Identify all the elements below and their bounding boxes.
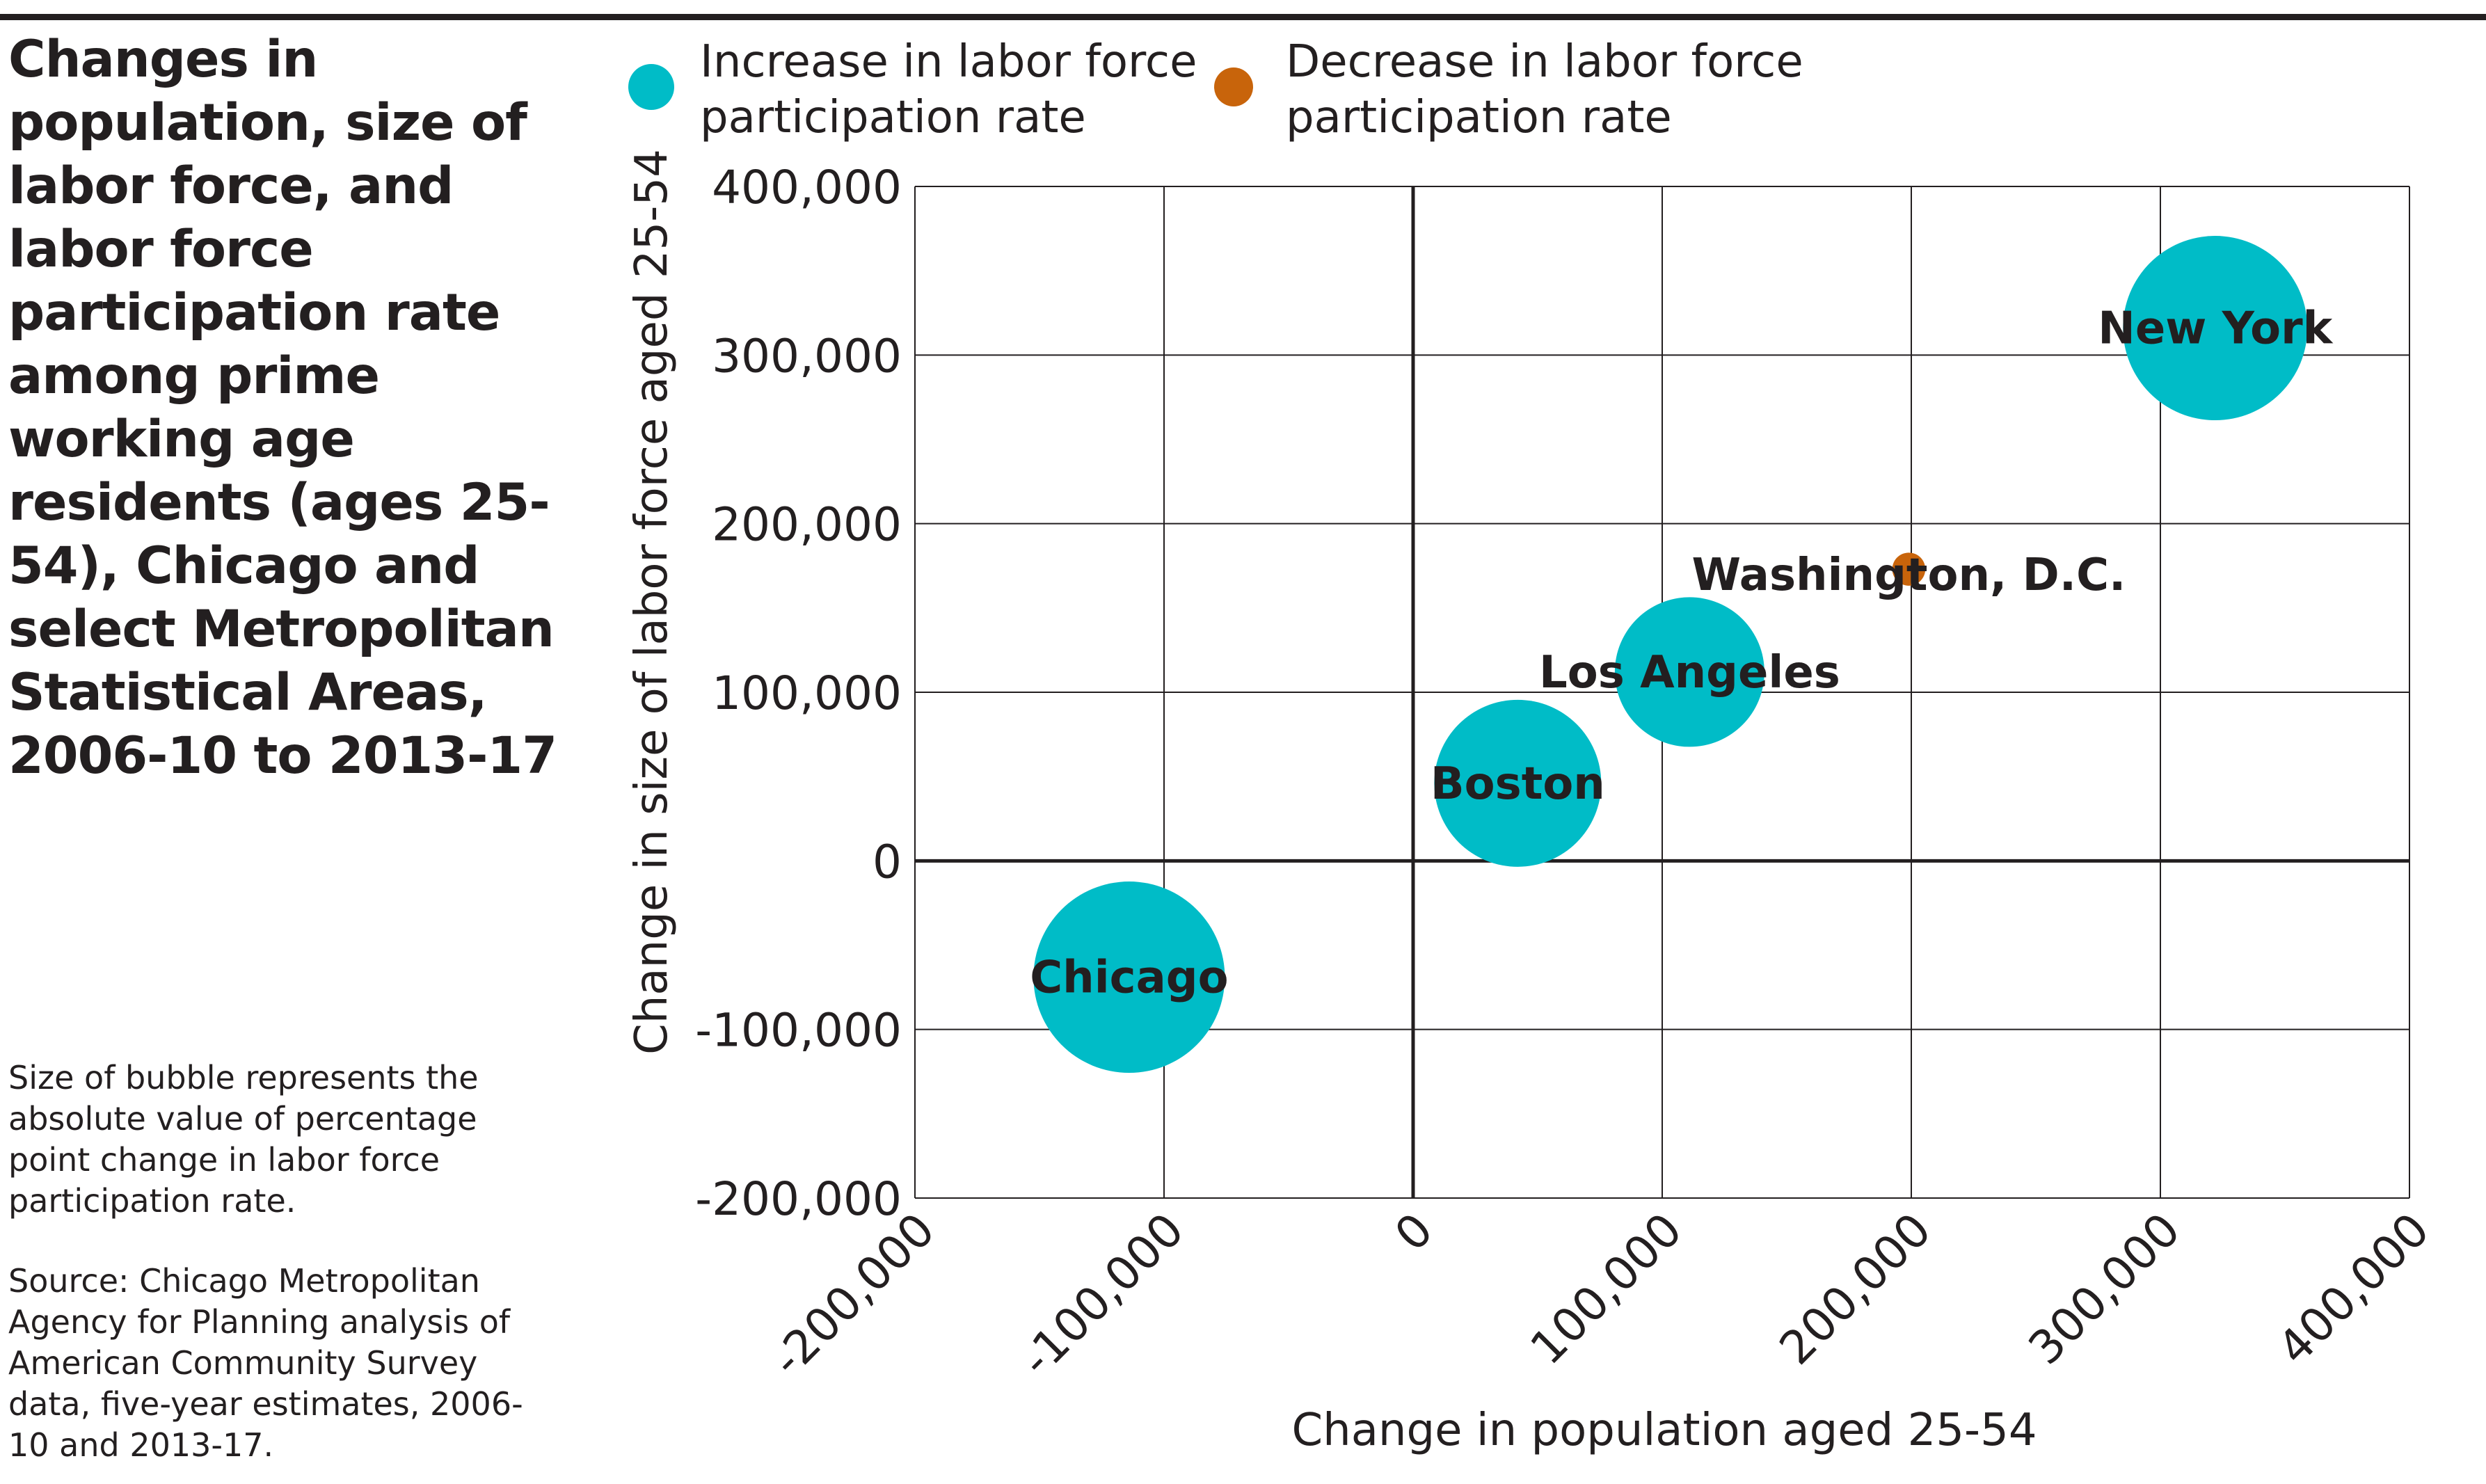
bubble-washington-d-c	[1892, 552, 1926, 586]
x-tick-labels: -200,000 -100,000 0 100,000 200,000 300,000 40…	[761, 1203, 2439, 1387]
legend-increase-label-line-1: Increase in labor force	[700, 36, 1197, 88]
y-tick-label: 300,000	[712, 329, 902, 383]
bubble-label-washington-d-c: Washington, D.C.	[1691, 550, 2126, 601]
x-tick-label: -200,000	[761, 1203, 945, 1387]
x-tick-label: 400,000	[2268, 1203, 2439, 1375]
legend-decrease-label-line-2: participation rate	[1286, 92, 1672, 143]
y-tick-labels: -200,000 -100,000 0 100,000 200,000 300,000 40…	[695, 161, 902, 1226]
source-note: Source: Chicago Metropolitan Agency for …	[8, 1262, 523, 1464]
y-tick-label: 400,000	[712, 161, 902, 214]
y-tick-label: 100,000	[712, 667, 902, 720]
x-tick-label: 0	[1385, 1203, 1443, 1261]
x-tick-label: -100,000	[1010, 1203, 1194, 1387]
y-tick-label: 200,000	[712, 498, 902, 552]
legend: Increase in labor force participation ra…	[628, 36, 1803, 143]
bubble-boston	[1434, 699, 1602, 867]
zero-axes	[915, 186, 2409, 1198]
x-tick-label: 100,000	[1520, 1203, 1692, 1375]
x-tick-label: 300,000	[2018, 1203, 2190, 1375]
chart-title: Changes in population, size of labor for…	[8, 30, 557, 785]
legend-increase-marker	[628, 64, 674, 110]
bubble-label-new-york: New York	[2098, 303, 2333, 355]
legend-decrease-marker	[1214, 67, 1253, 106]
y-tick-label: -200,000	[695, 1172, 902, 1226]
bubbles	[1033, 236, 2308, 1074]
bubble-new-york	[2123, 236, 2308, 421]
x-axis-title: Change in population aged 25-54	[1291, 1405, 2037, 1456]
bubble-labels: Chicago Boston Los Angeles Washington, D.C.…	[1030, 303, 2333, 1004]
y-tick-label: 0	[873, 835, 902, 888]
bubble-size-note: Size of bubble represents the absolute v…	[8, 1059, 479, 1220]
bubble-label-chicago: Chicago	[1030, 952, 1228, 1004]
y-axis-title: Change in size of labor force aged 25-54	[626, 149, 678, 1055]
bubble-chicago	[1033, 881, 1225, 1074]
bubble-label-los-angeles: Los Angeles	[1539, 647, 1840, 699]
x-tick-label: 200,000	[1769, 1203, 1941, 1375]
y-tick-label: -100,000	[695, 1004, 902, 1058]
legend-decrease-label-line-1: Decrease in labor force	[1286, 36, 1803, 88]
bubble-los-angeles	[1614, 597, 1764, 747]
top-rule	[0, 14, 2486, 20]
legend-increase-label-line-2: participation rate	[700, 92, 1086, 143]
bubble-label-boston: Boston	[1431, 758, 1605, 810]
